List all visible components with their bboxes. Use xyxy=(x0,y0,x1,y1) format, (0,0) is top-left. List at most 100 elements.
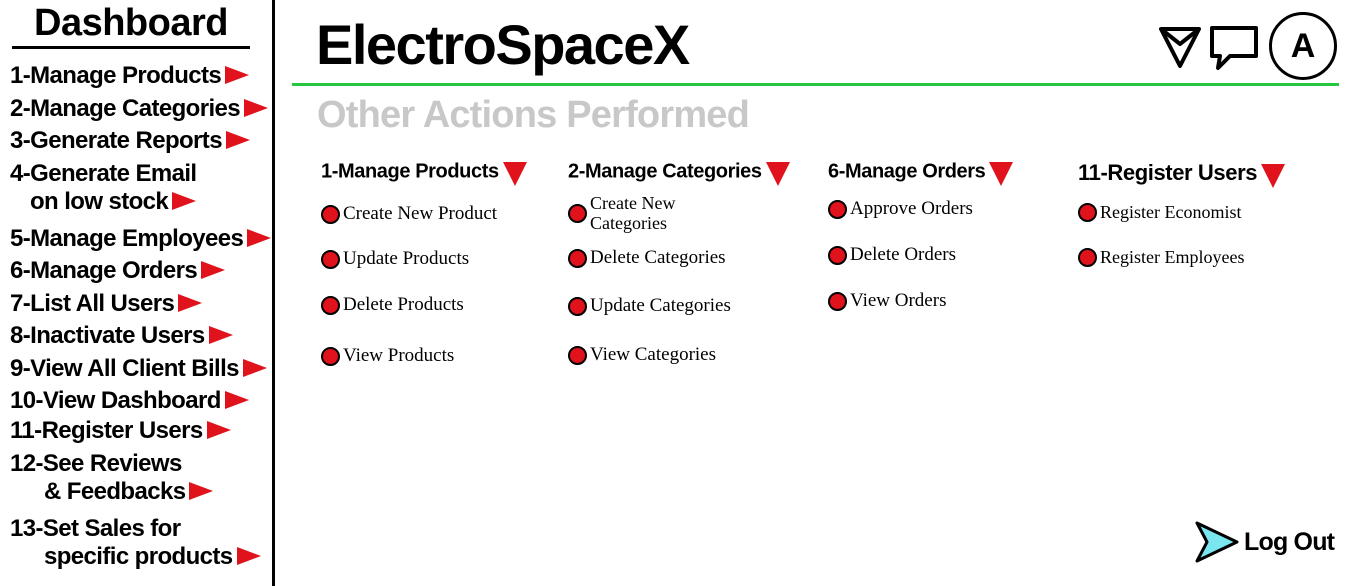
arrow-right-icon xyxy=(206,420,231,439)
arrow-right-icon xyxy=(236,546,261,565)
sidebar-item-list-all-users[interactable]: 7-List All Users xyxy=(10,290,203,318)
bullet-icon xyxy=(568,296,587,316)
actions-column-manage-products: 1-Manage Products Create New Product Upd… xyxy=(321,160,561,380)
sidebar-item-label: 13-Set Sales for xyxy=(10,515,181,542)
arrow-right-icon xyxy=(247,228,272,247)
column-header-manage-products[interactable]: 1-Manage Products xyxy=(321,160,527,186)
arrow-right-icon xyxy=(244,98,269,117)
column-header-manage-categories[interactable]: 2-Manage Categories xyxy=(568,160,790,186)
sidebar-item-label-line2: & Feedbacks xyxy=(44,478,186,505)
arrow-right-icon xyxy=(225,65,250,84)
sidebar-item-label: 12-See Reviews xyxy=(10,450,182,477)
sidebar-item-label: 8-Inactivate Users xyxy=(10,322,205,349)
navigation-icon[interactable] xyxy=(1158,24,1202,70)
sidebar-item-label: 11-Register Users xyxy=(10,417,203,444)
sidebar-item-label: 10-View Dashboard xyxy=(10,387,221,414)
bullet-icon xyxy=(828,291,847,311)
bullet-icon xyxy=(828,199,847,219)
action-view-products[interactable]: View Products xyxy=(321,345,454,367)
sidebar-item-manage-products[interactable]: 1-Manage Products xyxy=(10,62,250,90)
avatar[interactable]: A xyxy=(1269,12,1337,80)
sidebar-item-label: 4-Generate Email xyxy=(10,160,197,187)
bullet-icon xyxy=(568,248,587,268)
logout-button[interactable]: Log Out xyxy=(1194,520,1335,564)
sidebar-item-manage-employees[interactable]: 5-Manage Employees xyxy=(10,225,272,253)
action-register-economist[interactable]: Register Economist xyxy=(1078,202,1241,223)
actions-column-manage-categories: 2-Manage Categories Create New Categories… xyxy=(568,160,818,380)
action-approve-orders[interactable]: Approve Orders xyxy=(828,198,973,220)
send-arrow-icon xyxy=(1195,521,1239,563)
sidebar-item-view-client-bills[interactable]: 9-View All Client Bills xyxy=(10,355,267,383)
arrow-right-icon xyxy=(242,358,267,377)
bullet-icon xyxy=(1078,203,1097,222)
arrow-down-icon xyxy=(1261,164,1286,189)
app-title: ElectroSpaceX xyxy=(316,13,690,76)
sidebar-item-label-line2: on low stock xyxy=(30,188,169,215)
action-label: Delete Products xyxy=(343,294,464,315)
bullet-icon xyxy=(321,346,340,366)
column-header-register-users[interactable]: 11-Register Users xyxy=(1078,160,1286,189)
sidebar-item-label: 6-Manage Orders xyxy=(10,257,198,284)
action-delete-categories[interactable]: Delete Categories xyxy=(568,247,726,269)
action-view-orders[interactable]: View Orders xyxy=(828,290,946,312)
bullet-icon xyxy=(321,204,340,224)
sidebar-item-generate-email[interactable]: 4-Generate Email on low stock xyxy=(10,160,197,216)
arrow-right-icon xyxy=(178,293,203,312)
sidebar-item-inactivate-users[interactable]: 8-Inactivate Users xyxy=(10,322,233,350)
arrow-right-icon xyxy=(201,260,226,279)
sidebar-item-view-dashboard[interactable]: 10-View Dashboard xyxy=(10,387,249,415)
sidebar-item-label: 3-Generate Reports xyxy=(10,127,223,154)
column-title: 11-Register Users xyxy=(1078,160,1258,185)
action-create-new-product[interactable]: Create New Product xyxy=(321,203,497,225)
arrow-right-icon xyxy=(208,325,233,344)
action-label: Register Economist xyxy=(1100,202,1242,222)
actions-column-manage-orders: 6-Manage Orders Approve Orders Delete Or… xyxy=(828,160,1068,330)
sidebar-item-reviews-feedbacks[interactable]: 12-See Reviews & Feedbacks xyxy=(10,450,214,506)
sidebar-item-generate-reports[interactable]: 3-Generate Reports xyxy=(10,127,250,155)
sidebar: Dashboard 1-Manage Products 2-Manage Cat… xyxy=(0,0,275,586)
action-register-employees[interactable]: Register Employees xyxy=(1078,247,1244,268)
action-label: Create New Product xyxy=(343,203,498,224)
arrow-down-icon xyxy=(989,162,1014,186)
arrow-right-icon xyxy=(172,191,197,210)
section-title: Other Actions Performed xyxy=(317,94,750,136)
sidebar-item-label: 5-Manage Employees xyxy=(10,225,244,252)
chat-icon[interactable] xyxy=(1208,24,1260,72)
bullet-icon xyxy=(1078,248,1097,267)
header-divider xyxy=(292,83,1339,86)
sidebar-item-label: 9-View All Client Bills xyxy=(10,355,240,382)
actions-column-register-users: 11-Register Users Register Economist Reg… xyxy=(1078,160,1328,290)
action-label: Delete Orders xyxy=(850,244,957,265)
sidebar-item-manage-categories[interactable]: 2-Manage Categories xyxy=(10,95,269,123)
action-update-categories[interactable]: Update Categories xyxy=(568,295,731,317)
action-label: View Products xyxy=(343,345,455,366)
action-update-products[interactable]: Update Products xyxy=(321,248,469,270)
action-delete-products[interactable]: Delete Products xyxy=(321,294,464,316)
action-label-line2: Categories xyxy=(590,213,667,233)
sidebar-item-label: 7-List All Users xyxy=(10,290,175,317)
column-title: 1-Manage Products xyxy=(321,160,499,183)
action-view-categories[interactable]: View Categories xyxy=(568,344,716,366)
column-header-manage-orders[interactable]: 6-Manage Orders xyxy=(828,160,1014,186)
logout-label: Log Out xyxy=(1244,527,1335,556)
bullet-icon xyxy=(321,295,340,315)
sidebar-item-set-sales[interactable]: 13-Set Sales for specific products xyxy=(10,515,261,571)
arrow-right-icon xyxy=(224,390,249,409)
sidebar-item-label-line2: specific products xyxy=(44,543,233,570)
bullet-icon xyxy=(321,249,340,269)
sidebar-item-manage-orders[interactable]: 6-Manage Orders xyxy=(10,257,226,285)
sidebar-item-label: 1-Manage Products xyxy=(10,62,222,89)
action-label: Delete Categories xyxy=(590,247,726,268)
column-title: 6-Manage Orders xyxy=(828,160,986,183)
action-create-new-categories[interactable]: Create New Categories xyxy=(568,193,675,233)
bullet-icon xyxy=(568,203,587,223)
sidebar-item-label: 2-Manage Categories xyxy=(10,95,241,122)
sidebar-item-register-users[interactable]: 11-Register Users xyxy=(10,417,231,445)
action-label: Create New Categories xyxy=(590,193,675,233)
arrow-right-icon xyxy=(225,130,250,149)
action-label: View Categories xyxy=(590,344,717,365)
action-delete-orders[interactable]: Delete Orders xyxy=(828,244,956,266)
bullet-icon xyxy=(828,245,847,265)
arrow-down-icon xyxy=(765,162,790,186)
arrow-right-icon xyxy=(189,481,214,500)
